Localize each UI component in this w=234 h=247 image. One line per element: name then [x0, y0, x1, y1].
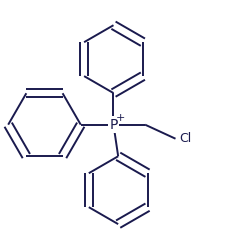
Text: +: +	[115, 113, 125, 123]
Text: P: P	[109, 118, 118, 132]
Text: Cl: Cl	[179, 132, 191, 145]
